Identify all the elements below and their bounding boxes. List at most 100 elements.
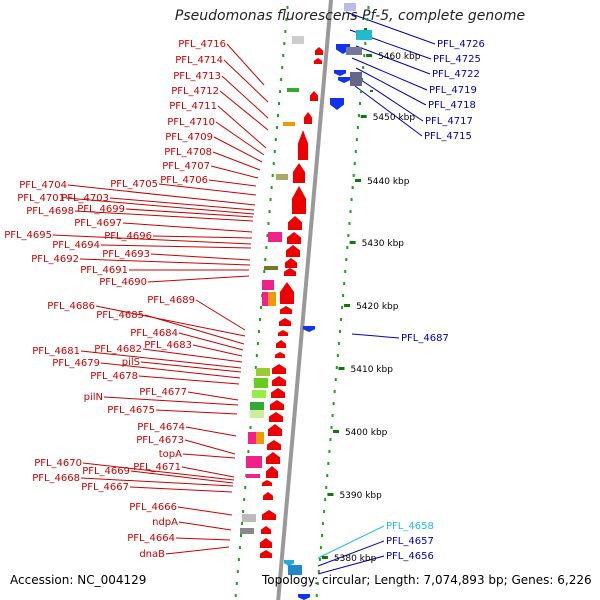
leader-line — [185, 426, 237, 437]
track-dot — [362, 66, 365, 69]
gene-block — [364, 28, 367, 30]
gene-label-left[interactable]: PFL_4677 — [139, 387, 187, 398]
gene-label-right[interactable]: PFL_4718 — [428, 100, 476, 111]
gene-label-left[interactable]: PFL_4667 — [81, 482, 129, 493]
gene-label-left[interactable]: PFL_4703 — [61, 193, 109, 204]
gene-label-left[interactable]: PFL_4699 — [77, 204, 125, 215]
gene-label-left[interactable]: PFL_4708 — [164, 147, 212, 158]
gene-label-left[interactable]: PFL_4674 — [137, 422, 185, 433]
leader-line — [317, 555, 385, 575]
gene-arrow — [262, 510, 276, 520]
gene-label-left[interactable]: PFL_4695 — [4, 230, 52, 241]
topology-text: Topology: circular; Length: 7,074,893 bp… — [262, 573, 592, 587]
gene-label-left[interactable]: pilS — [122, 357, 140, 368]
gene-label-left[interactable]: PFL_4678 — [90, 371, 138, 382]
track-dot — [242, 510, 245, 513]
leader-line — [317, 525, 385, 559]
gene-label-left[interactable]: PFL_4682 — [94, 344, 142, 355]
track-dot — [335, 366, 338, 369]
gene-label-left[interactable]: PFL_4679 — [52, 358, 100, 369]
gene-arrow — [293, 163, 305, 183]
gene-label-left[interactable]: PFL_4716 — [178, 39, 226, 50]
track-dot — [330, 426, 333, 429]
gene-label-left[interactable]: PFL_4711 — [169, 101, 217, 112]
gene-label-left[interactable]: PFL_4685 — [96, 310, 144, 321]
gene-label-left[interactable]: PFL_4704 — [19, 180, 67, 191]
gene-label-left[interactable]: PFL_4701 — [17, 193, 65, 204]
genome-backbone — [276, 0, 333, 600]
leader-line — [354, 85, 423, 137]
track-dot — [267, 222, 270, 225]
gene-label-left[interactable]: PFL_4683 — [144, 340, 192, 351]
gene-block — [262, 280, 274, 290]
gene-label-left[interactable]: PFL_4710 — [167, 117, 215, 128]
gene-label-right[interactable]: PFL_4722 — [432, 69, 480, 80]
track-dot — [257, 330, 260, 333]
gene-label-left[interactable]: PFL_4696 — [104, 231, 152, 242]
gene-label-left[interactable]: PFL_4666 — [129, 502, 177, 513]
track-dot — [345, 258, 348, 261]
gene-label-left[interactable]: PFL_4681 — [32, 346, 80, 357]
leader-line — [79, 258, 251, 266]
gene-label-left[interactable]: PFL_4714 — [175, 55, 223, 66]
gene-labels: PFL_4716 PFL_4714 PFL_4713 PFL_4712 PFL_4711… — [4, 39, 485, 562]
gene-label-left[interactable]: PFL_4697 — [74, 218, 122, 229]
track-dot — [281, 66, 284, 69]
track-dot — [283, 42, 286, 45]
leader-line — [210, 165, 259, 179]
leader-line — [317, 540, 385, 567]
gene-label-right[interactable]: PFL_4719 — [429, 85, 477, 96]
gene-label-left[interactable]: PFL_4684 — [130, 328, 178, 339]
gene-label-right[interactable]: PFL_4717 — [425, 116, 473, 127]
gene-label-right[interactable]: PFL_4687 — [401, 333, 449, 344]
gene-label-left[interactable]: PFL_4669 — [82, 466, 130, 477]
gene-label-left[interactable]: PFL_4664 — [127, 533, 175, 544]
track-dot — [278, 102, 281, 105]
gene-label-left[interactable]: dnaB — [139, 549, 165, 560]
track-dot — [255, 354, 258, 357]
gene-label-right[interactable]: PFL_4726 — [437, 39, 485, 50]
gene-label-left[interactable]: PFL_4673 — [136, 435, 184, 446]
track-dot — [244, 486, 247, 489]
gene-label-left[interactable]: PFL_4713 — [173, 71, 221, 82]
gene-arrow — [284, 560, 294, 566]
gene-label-right[interactable]: PFL_4657 — [386, 536, 434, 547]
gene-label-left[interactable]: PFL_4691 — [80, 265, 128, 276]
leader-line — [345, 11, 436, 45]
gene-label-left[interactable]: PFL_4698 — [26, 206, 74, 217]
gene-label-right[interactable]: PFL_4725 — [433, 54, 481, 65]
gene-label-left[interactable]: PFL_4670 — [34, 458, 82, 469]
leader-line — [226, 43, 265, 86]
gene-label-left[interactable]: PFL_4706 — [160, 175, 208, 186]
gene-label-left[interactable]: PFL_4668 — [32, 473, 80, 484]
gene-label-right[interactable]: PFL_4658 — [386, 521, 434, 532]
track-dot — [340, 318, 343, 321]
gene-label-left[interactable]: PFL_4707 — [162, 161, 210, 172]
gene-arrow — [310, 91, 318, 101]
gene-label-left[interactable]: PFL_4686 — [47, 301, 95, 312]
gene-label-left[interactable]: pilN — [84, 392, 103, 403]
gene-arrow — [298, 130, 308, 160]
track-dot — [323, 510, 326, 513]
gene-block — [264, 266, 278, 270]
gene-label-right[interactable]: PFL_4715 — [424, 131, 472, 142]
track-dot — [235, 582, 238, 585]
leader-line — [103, 396, 239, 406]
track-dot — [279, 90, 282, 93]
gene-label-left[interactable]: PFL_4690 — [99, 277, 147, 288]
track-dot — [342, 294, 345, 297]
gene-label-left[interactable]: PFL_4692 — [31, 254, 79, 265]
track-dot — [270, 186, 273, 189]
gene-label-left[interactable]: PFL_4671 — [133, 462, 181, 473]
gene-arrow — [275, 352, 285, 358]
gene-label-left[interactable]: PFL_4712 — [171, 86, 219, 97]
gene-label-left[interactable]: PFL_4709 — [165, 132, 213, 143]
gene-label-left[interactable]: topA — [159, 449, 182, 460]
gene-label-left[interactable]: ndpA — [152, 517, 178, 528]
gene-label-left[interactable]: PFL_4694 — [52, 240, 100, 251]
gene-label-right[interactable]: PFL_4656 — [386, 551, 434, 562]
gene-label-left[interactable]: PFL_4705 — [110, 179, 158, 190]
gene-label-left[interactable]: PFL_4689 — [147, 295, 195, 306]
gene-label-left[interactable]: PFL_4675 — [107, 405, 155, 416]
gene-label-left[interactable]: PFL_4693 — [102, 249, 150, 260]
